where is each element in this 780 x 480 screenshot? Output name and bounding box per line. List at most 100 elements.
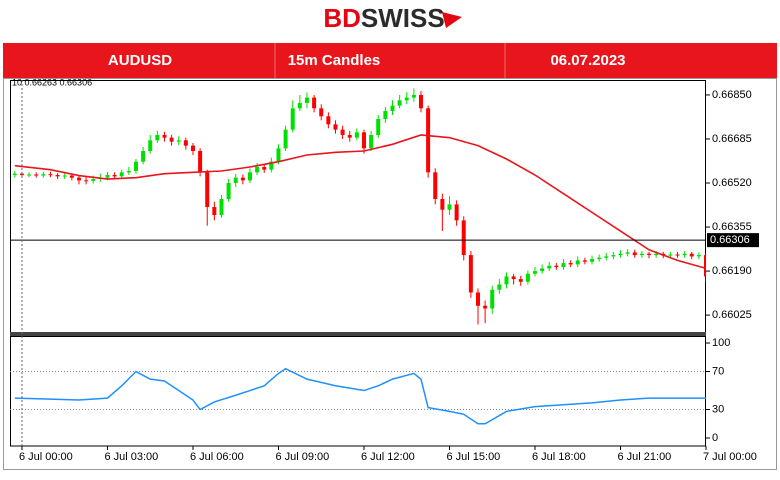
candle-body (233, 177, 238, 184)
candle-body (696, 255, 701, 257)
candle-body (597, 257, 602, 260)
logo-part: SWISS (361, 3, 445, 33)
candle-body (625, 252, 630, 254)
logo-icon (442, 12, 462, 28)
candle-body (440, 199, 445, 210)
candle-body (247, 172, 252, 181)
y-tick-label: 30 (712, 403, 724, 415)
candle-body (518, 279, 523, 282)
candle-body (34, 174, 39, 176)
candle-body (212, 207, 217, 216)
candle-body (704, 255, 706, 277)
logo-part: BD (323, 3, 361, 33)
chart-frame (3, 78, 777, 470)
candle-body (582, 260, 587, 262)
candle-body (190, 145, 195, 151)
candle-body (468, 255, 473, 293)
candle-body (312, 97, 317, 109)
candle-body (639, 253, 644, 256)
x-tick-label: 6 Jul 03:00 (104, 451, 158, 463)
x-tick-label: 6 Jul 06:00 (190, 451, 244, 463)
candle-body (198, 150, 203, 173)
candle-body (611, 255, 616, 257)
candle-body (340, 129, 345, 135)
candle-body (55, 175, 60, 177)
candle-body (675, 254, 680, 256)
candle-body (426, 108, 431, 173)
y-tick-label: 0.66520 (712, 177, 752, 189)
header-timeframe: 15m Candles (288, 52, 381, 69)
candle-body (575, 260, 580, 265)
candle-body (369, 134, 374, 149)
candle-body (361, 132, 366, 149)
x-tick-label: 6 Jul 18:00 (532, 451, 586, 463)
candle-body (148, 140, 153, 151)
candle-body (91, 179, 96, 181)
price-label-bg (707, 233, 759, 248)
candle-body (682, 253, 687, 256)
candle-body (397, 100, 402, 106)
header-date: 06.07.2023 (550, 52, 625, 69)
sub-panel (10, 336, 706, 447)
candle-body (354, 132, 359, 138)
candle-body (411, 94, 416, 98)
candle-body (319, 108, 324, 117)
candle-body (561, 263, 566, 268)
x-tick-label: 6 Jul 00:00 (19, 451, 73, 463)
main-panel (10, 80, 706, 333)
candle-body (568, 263, 573, 265)
candle-body (205, 172, 210, 208)
candle-body (62, 175, 67, 177)
candle-body (133, 161, 138, 172)
candle-body (219, 199, 224, 216)
y-tick-label: 0.66355 (712, 221, 752, 233)
y-tick-label: 0.66025 (712, 309, 752, 321)
candle-body (454, 204, 459, 221)
candle-body (76, 177, 81, 181)
candle-body (532, 271, 537, 274)
candle-body (383, 110, 388, 119)
sub-plot (10, 367, 706, 425)
price-label: 0.66306 (710, 234, 750, 246)
x-tick-label: 6 Jul 21:00 (617, 451, 671, 463)
y-tick-label: 0.66850 (712, 89, 752, 101)
y-tick-label: 100 (712, 337, 730, 349)
candle-body (333, 124, 338, 130)
y-tick-label: 0 (712, 432, 718, 444)
candle-body (525, 273, 530, 282)
x-tick-label: 7 Jul 00:00 (703, 451, 757, 463)
candle-body (511, 276, 516, 280)
panel-separator (10, 332, 706, 336)
candle-body (48, 174, 53, 176)
candle-body (269, 161, 274, 170)
candle-body (12, 173, 17, 176)
x-tick-label: 6 Jul 09:00 (275, 451, 329, 463)
x-tick-label: 6 Jul 15:00 (446, 451, 500, 463)
candle-body (255, 167, 260, 173)
candle-body (418, 94, 423, 109)
moving-average (14, 134, 706, 270)
candle-body (689, 253, 694, 257)
header-bar (3, 43, 777, 78)
candle-body (183, 140, 188, 146)
candle-body (504, 276, 509, 285)
candle-body (604, 256, 609, 258)
candle-body (176, 140, 181, 142)
candle-body (376, 118, 381, 135)
logo: BDSWISS (323, 3, 444, 33)
candle-body (347, 134, 352, 138)
candle-body (162, 134, 167, 138)
candle-body (646, 253, 651, 256)
candle-body (41, 174, 46, 176)
candle-body (404, 97, 409, 101)
main-plot (10, 88, 706, 325)
candle-body (169, 137, 174, 142)
candle-body (654, 253, 659, 256)
candle-body (390, 105, 395, 111)
candle-body (126, 171, 131, 173)
candle-body (119, 172, 124, 177)
candle-body (240, 177, 245, 181)
candle-body (297, 102, 302, 109)
candle-body (27, 174, 32, 176)
